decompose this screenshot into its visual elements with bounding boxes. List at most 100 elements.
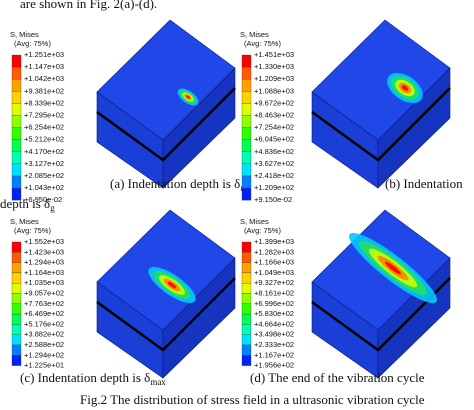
fe-block bbox=[96, 209, 236, 379]
legend-value: +3.127e+02 bbox=[24, 159, 64, 168]
legend-value: +6.996e+02 bbox=[254, 299, 294, 308]
panel-caption: (b) Indentation bbox=[385, 176, 463, 191]
legend-value: +9.327e+02 bbox=[254, 278, 294, 287]
legend-swatch bbox=[11, 187, 22, 201]
caption-sub: max bbox=[150, 377, 166, 387]
panel-caption: (d) The end of the vibration cycle bbox=[250, 370, 425, 385]
legend-value: +1.049e+03 bbox=[254, 268, 294, 277]
legend-swatch bbox=[241, 163, 252, 177]
legend-swatch bbox=[241, 283, 252, 294]
legend-swatch bbox=[241, 324, 252, 335]
legend-value: +3.627e+02 bbox=[254, 159, 294, 168]
legend-value: +9.150e-02 bbox=[254, 195, 292, 204]
legend-swatch bbox=[241, 151, 252, 165]
legend-value: +1.035e+03 bbox=[24, 278, 64, 287]
legend-swatch bbox=[241, 79, 252, 92]
stress-contour bbox=[167, 281, 177, 289]
legend-swatch bbox=[11, 151, 22, 165]
panel: S, Mises(Avg: 75%) +1.552e+03+1.423e+03 +1… bbox=[10, 209, 236, 387]
legend-swatch bbox=[11, 355, 22, 366]
legend-value: +1.294e+02 bbox=[24, 350, 64, 359]
legend-swatch bbox=[11, 241, 22, 253]
legend-swatch bbox=[11, 293, 22, 304]
legend-swatch bbox=[241, 54, 252, 68]
legend-swatch bbox=[241, 252, 252, 263]
legend-swatch bbox=[241, 272, 252, 284]
panel: S, Mises(Avg: 75%) +1.399e+03+1.282e+03 +1… bbox=[240, 209, 451, 385]
legend-swatch bbox=[11, 262, 22, 274]
panel: S, Mises(Avg: 75%) +1.451e+03 +1.330e+03 +1… bbox=[240, 19, 463, 204]
legend-value: +1.088e+03 bbox=[254, 86, 294, 95]
stress-spot bbox=[349, 232, 437, 304]
legend-value: +8.161e+02 bbox=[254, 288, 294, 297]
legend-value: +1.167e+02 bbox=[254, 350, 294, 359]
legend-subtitle: (Avg: 75%) bbox=[244, 226, 281, 235]
legend-swatch bbox=[241, 313, 252, 325]
legend-value: +1.451e+03 bbox=[254, 50, 294, 59]
legend-swatch bbox=[11, 272, 22, 284]
legend-swatch bbox=[241, 334, 252, 346]
legend-value: +7.763e+02 bbox=[24, 299, 64, 308]
legend-swatch bbox=[241, 175, 252, 189]
legend-value: +1.423e+03 bbox=[24, 247, 64, 256]
legend-value: +2.333e+02 bbox=[254, 340, 294, 349]
legend-title: S, Mises bbox=[10, 30, 39, 39]
legend-value: +6.469e+02 bbox=[24, 309, 64, 318]
legend-value: +1.399e+03 bbox=[254, 237, 294, 246]
legend-value: +1.043e+02 bbox=[24, 183, 64, 192]
top-text: are shown in Fig. 2(a)-(d). bbox=[20, 0, 157, 11]
legend-title: S, Mises bbox=[240, 30, 269, 39]
legend-value: +4.170e+02 bbox=[24, 147, 64, 156]
stress-spot bbox=[177, 88, 199, 106]
legend-value: +2.085e+02 bbox=[24, 171, 64, 180]
stress-contour bbox=[385, 261, 401, 275]
legend-swatch bbox=[11, 163, 22, 177]
legend-title: S, Mises bbox=[10, 217, 39, 226]
legend-value: +1.294e+03 bbox=[24, 258, 64, 267]
caption-text: (a) Indentation depth is δ bbox=[110, 176, 240, 191]
panel: S, Mises(Avg: 75%) +1.251e+03 +1.147e+03 +1… bbox=[10, 19, 247, 204]
legend-swatch bbox=[11, 115, 22, 128]
legend-swatch bbox=[241, 293, 252, 304]
legend-value: +3.498e+02 bbox=[254, 330, 294, 339]
legend-value: +3.882e+02 bbox=[24, 330, 64, 339]
legend-swatch bbox=[11, 324, 22, 335]
stress-contour bbox=[186, 95, 190, 99]
block-band bbox=[311, 87, 451, 162]
legend-subtitle: (Avg: 75%) bbox=[244, 39, 281, 48]
legend-value: +7.295e+02 bbox=[24, 110, 64, 119]
legend-value: +7.254e+02 bbox=[254, 123, 294, 132]
legend-title: S, Mises bbox=[240, 217, 269, 226]
legend-swatch bbox=[11, 175, 22, 189]
legend-subtitle: (Avg: 75%) bbox=[14, 39, 51, 48]
legend-value: +1.209e+02 bbox=[254, 183, 294, 192]
legend-swatch bbox=[11, 252, 22, 263]
legend-swatch bbox=[241, 241, 252, 253]
legend-value: +9.672e+02 bbox=[254, 98, 294, 107]
legend-value: +6.254e+02 bbox=[24, 123, 64, 132]
legend-value: +5.212e+02 bbox=[24, 135, 64, 144]
block-band bbox=[311, 277, 451, 352]
legend-value: +1.147e+03 bbox=[24, 62, 64, 71]
legend-swatch bbox=[241, 187, 252, 201]
legend-value: +5.830e+02 bbox=[254, 309, 294, 318]
legend-value: +9.381e+02 bbox=[24, 86, 64, 95]
fe-block bbox=[96, 19, 236, 189]
stress-contour bbox=[401, 85, 409, 91]
legend-swatch bbox=[11, 303, 22, 315]
legend-value: +1.209e+03 bbox=[254, 74, 294, 83]
caption-text: (d) The end of the vibration cycle bbox=[250, 370, 425, 385]
figure-caption: Fig.2 The distribution of stress field i… bbox=[80, 392, 425, 407]
legend-value: +6.950e-02 bbox=[24, 195, 62, 204]
legend-value: +4.836e+02 bbox=[254, 147, 294, 156]
legend-value: +2.588e+02 bbox=[24, 340, 64, 349]
legend-value: +1.956e+02 bbox=[254, 361, 294, 370]
legend-swatch bbox=[241, 66, 252, 80]
legend-swatch bbox=[241, 303, 252, 315]
legend-value: +4.664e+02 bbox=[254, 319, 294, 328]
legend-value: +8.339e+02 bbox=[24, 98, 64, 107]
legend-swatch bbox=[11, 139, 22, 152]
block-top bbox=[96, 19, 236, 141]
legend-swatch bbox=[11, 54, 22, 68]
